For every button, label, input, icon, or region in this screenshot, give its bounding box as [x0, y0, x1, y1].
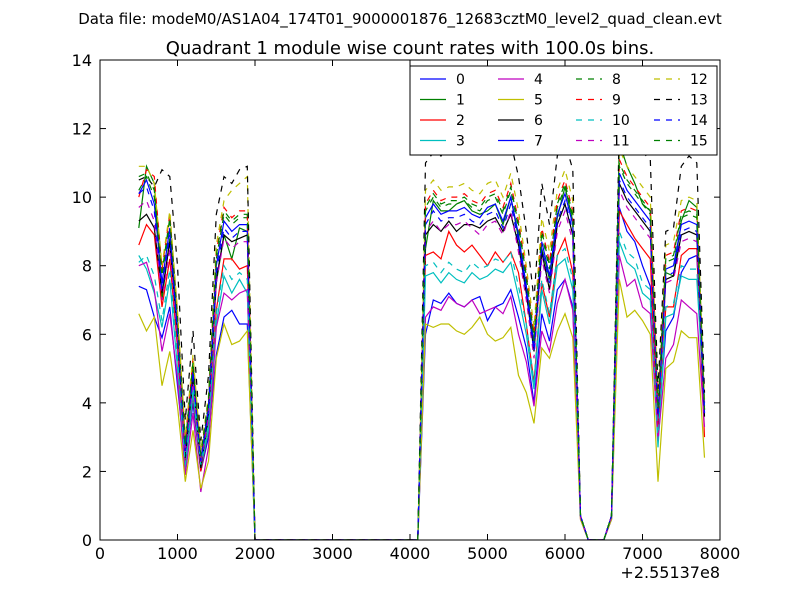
x-tick-label: 6000 — [545, 544, 586, 563]
y-tick-label: 2 — [82, 462, 92, 481]
series-line-5 — [138, 279, 706, 540]
x-tick-label: 1000 — [157, 544, 198, 563]
axes-layer: 0 1000 2000 3000 4000 5000 6000 7000 80000246810… — [72, 51, 741, 563]
series-line-15 — [138, 162, 706, 540]
legend-label-0: 0 — [456, 72, 465, 88]
x-tick-label: 2000 — [235, 544, 276, 563]
x-tick-label: 4000 — [390, 544, 431, 563]
legend-label-14: 14 — [690, 113, 708, 129]
x-offset-label: +2.55137e8 — [620, 563, 720, 582]
legend-label-13: 13 — [690, 93, 708, 109]
legend-label-3: 3 — [456, 134, 465, 150]
y-tick-label: 14 — [72, 51, 92, 70]
legend-label-12: 12 — [690, 72, 708, 88]
data-file-label: Data file: modeM0/AS1A04_174T01_90000018… — [78, 10, 722, 29]
y-tick-label: 12 — [72, 120, 92, 139]
legend-label-6: 6 — [534, 113, 543, 129]
series-line-8 — [138, 166, 706, 540]
legend-label-9: 9 — [612, 93, 621, 109]
series-line-4 — [138, 255, 706, 540]
legend-label-7: 7 — [534, 134, 543, 150]
x-tick-label: 0 — [95, 544, 105, 563]
legend-label-8: 8 — [612, 72, 621, 88]
y-tick-label: 8 — [82, 257, 92, 276]
legend-box — [409, 65, 718, 156]
y-tick-label: 10 — [72, 188, 92, 207]
legend-label-15: 15 — [690, 134, 708, 150]
series-line-0 — [138, 207, 706, 540]
x-tick-label: 3000 — [312, 544, 353, 563]
legend-label-10: 10 — [612, 113, 630, 129]
series-line-11 — [138, 190, 706, 540]
y-tick-label: 0 — [82, 531, 92, 550]
x-tick-label: 5000 — [467, 544, 508, 563]
series-line-10 — [138, 231, 706, 540]
series-line-3 — [138, 241, 706, 540]
chart-title: Quadrant 1 module wise count rates with … — [166, 38, 655, 59]
y-tick-label: 6 — [82, 325, 92, 344]
x-tick-label: 7000 — [622, 544, 663, 563]
legend-label-4: 4 — [534, 72, 543, 88]
series-line-14 — [138, 179, 706, 540]
legend-label-1: 1 — [456, 93, 465, 109]
legend-label-5: 5 — [534, 93, 543, 109]
series-layer — [138, 124, 706, 540]
x-tick-label: 8000 — [700, 544, 741, 563]
legend-label-11: 11 — [612, 134, 630, 150]
y-tick-label: 4 — [82, 394, 92, 413]
legend-label-2: 2 — [456, 113, 465, 129]
